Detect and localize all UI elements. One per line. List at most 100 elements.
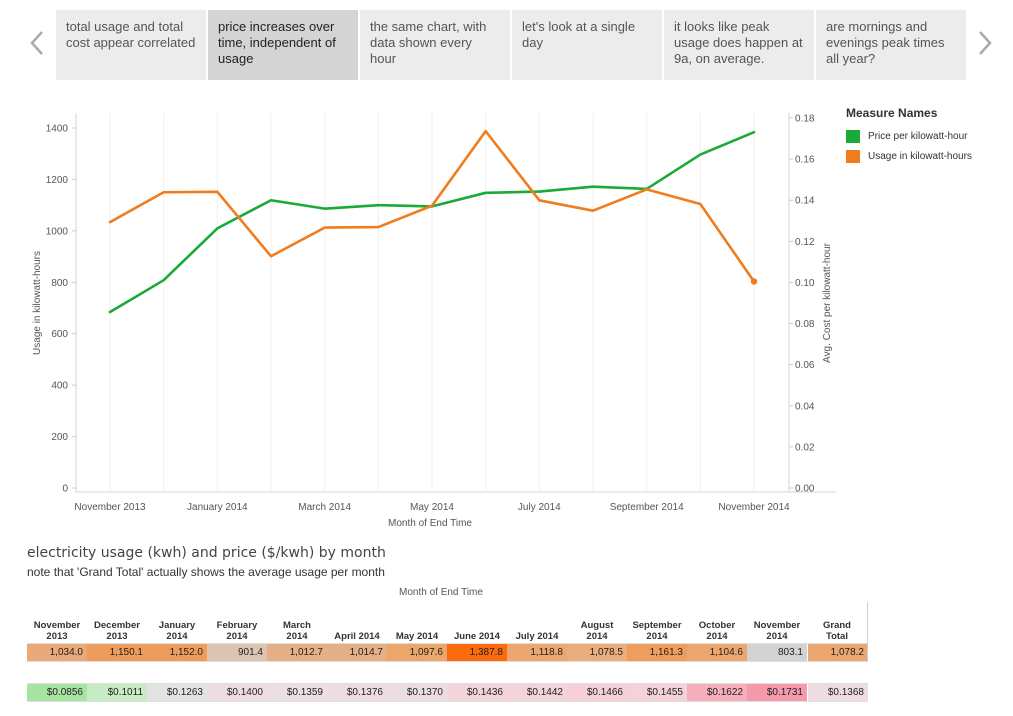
table-column-header: January 2014 <box>147 618 207 642</box>
table-column-header-text: August <box>580 620 614 631</box>
story-navigation-bar: total usage and total cost appear correl… <box>0 0 1013 84</box>
usage-cell[interactable]: 1,012.7 <box>267 644 327 661</box>
price-cell[interactable]: $0.1436 <box>447 684 507 701</box>
table-column-header-text: March <box>283 620 311 631</box>
table-column-header: September 2014 <box>627 618 687 642</box>
table-column-header-text: 2014 <box>646 631 668 642</box>
chevron-left-icon <box>30 31 43 55</box>
table-column-header-text: April 2014 <box>334 631 380 642</box>
y-right-tick-label: 0.04 <box>795 401 815 412</box>
usage-cell[interactable]: 1,014.7 <box>327 644 387 661</box>
price-cell[interactable]: $0.1731 <box>747 684 807 701</box>
table-row-border <box>27 683 868 684</box>
table-column-header: June 2014 <box>447 618 507 642</box>
y-right-tick-label: 0.06 <box>795 360 815 371</box>
usage-cell[interactable]: 1,152.0 <box>147 644 207 661</box>
table-column-header-text: January <box>158 620 196 631</box>
table-column-header-text: October <box>698 620 736 631</box>
usage-cell[interactable]: 1,078.2 <box>808 644 868 661</box>
price-cell[interactable]: $0.1376 <box>327 684 387 701</box>
legend-label-price: Price per kilowatt-hour <box>868 130 968 142</box>
next-story-button[interactable] <box>970 28 998 58</box>
y-right-tick-label: 0.18 <box>795 114 815 125</box>
y-left-tick-label: 1000 <box>46 226 69 237</box>
price-cell[interactable]: $0.1368 <box>808 684 868 701</box>
legend-swatch-price <box>846 129 860 143</box>
table-column-header: November 2013 <box>27 618 87 642</box>
table-row-border <box>27 701 868 702</box>
table-column-header-text: September <box>632 620 682 631</box>
data-point-usage <box>750 278 758 285</box>
y-axis-left-title: Usage in kilowatt-hours <box>32 251 43 355</box>
legend: Measure Names Price per kilowatt-hour Us… <box>846 106 1006 166</box>
y-left-tick-label: 0 <box>62 484 68 495</box>
legend-item-usage[interactable]: Usage in kilowatt-hours <box>846 146 1006 166</box>
x-tick-label: March 2014 <box>298 502 351 513</box>
price-cell[interactable]: $0.1011 <box>87 684 147 701</box>
x-axis-title: Month of End Time <box>388 518 472 529</box>
chart-svg: 0 200 400 600 800 1000 1200 1400 0.00 0.02 0.04 0.0… <box>32 113 836 529</box>
table-column-header-text: 2014 <box>586 631 608 642</box>
usage-cell[interactable]: 901.4 <box>207 644 267 661</box>
legend-item-price[interactable]: Price per kilowatt-hour <box>846 126 1006 146</box>
table-column-header: October 2014 <box>687 618 747 642</box>
y-left-tick-label: 800 <box>51 278 68 289</box>
price-cell[interactable]: $0.1442 <box>507 684 567 701</box>
price-cell[interactable]: $0.1359 <box>267 684 327 701</box>
y-left-tick-label: 600 <box>51 329 68 340</box>
price-cell[interactable]: $0.1400 <box>207 684 267 701</box>
y-right-tick-label: 0.02 <box>795 442 815 453</box>
usage-cell[interactable]: 803.1 <box>747 644 807 661</box>
table-column-header-text: 2014 <box>166 631 188 642</box>
story-point-4[interactable]: let's look at a single day <box>512 10 662 80</box>
y-right-tick-label: 0.00 <box>795 484 815 495</box>
usage-cell[interactable]: 1,034.0 <box>27 644 87 661</box>
usage-cell[interactable]: 1,387.8 <box>447 644 507 661</box>
y-left-tick-label: 400 <box>51 381 68 392</box>
story-point-1[interactable]: total usage and total cost appear correl… <box>56 10 206 80</box>
table-column-header: February 2014 <box>207 618 267 642</box>
story-point-2[interactable]: price increases over time, independent o… <box>208 10 358 80</box>
table-note: note that 'Grand Total' actually shows t… <box>27 565 385 579</box>
table-title: electricity usage (kwh) and price ($/kwh… <box>27 545 386 561</box>
table-column-header: March 2014 <box>267 618 327 642</box>
story-point-6[interactable]: are mornings and evenings peak times all… <box>816 10 966 80</box>
usage-cell[interactable]: 1,104.6 <box>687 644 747 661</box>
x-tick-label: January 2014 <box>187 502 248 513</box>
y-right-tick-label: 0.08 <box>795 319 815 330</box>
table-column-header-text: November <box>33 620 81 631</box>
usage-cell[interactable]: 1,078.5 <box>567 644 627 661</box>
usage-cell[interactable]: 1,118.8 <box>507 644 567 661</box>
usage-cell[interactable]: 1,097.6 <box>387 644 447 661</box>
price-cell[interactable]: $0.1263 <box>147 684 207 701</box>
price-cell[interactable]: $0.0856 <box>27 684 87 701</box>
x-tick-label: July 2014 <box>518 502 561 513</box>
table-column-header-text: 2013 <box>106 631 128 642</box>
previous-story-button[interactable] <box>24 28 52 58</box>
legend-swatch-usage <box>846 149 860 163</box>
usage-cell[interactable]: 1,150.1 <box>87 644 147 661</box>
table-column-header: April 2014 <box>327 618 387 642</box>
usage-cell[interactable]: 1,161.3 <box>627 644 687 661</box>
table-column-header: November 2014 <box>747 618 807 642</box>
price-cell[interactable]: $0.1455 <box>627 684 687 701</box>
price-cell[interactable]: $0.1466 <box>567 684 627 701</box>
legend-title: Measure Names <box>846 106 938 120</box>
x-tick-label: May 2014 <box>410 502 454 513</box>
table-column-header: December 2013 <box>87 618 147 642</box>
chevron-right-icon <box>979 31 992 55</box>
table-column-header-text: November <box>753 620 801 631</box>
table-column-header-text: February <box>216 620 258 631</box>
story-point-5[interactable]: it looks like peak usage does happen at … <box>664 10 814 80</box>
price-cell[interactable]: $0.1370 <box>387 684 447 701</box>
story-point-3[interactable]: the same chart, with data shown every ho… <box>360 10 510 80</box>
table-column-header-text: December <box>94 620 140 631</box>
price-cell[interactable]: $0.1622 <box>687 684 747 701</box>
legend-label-usage: Usage in kilowatt-hours <box>868 150 972 162</box>
y-right-tick-label: 0.14 <box>795 196 815 207</box>
x-tick-label: September 2014 <box>610 502 684 513</box>
table-column-header-text: 2014 <box>286 631 308 642</box>
table-column-header-text: Total <box>825 631 848 642</box>
line-chart: 0 200 400 600 800 1000 1200 1400 0.00 0.02 0.04 0.0… <box>0 96 1013 536</box>
y-left-tick-label: 200 <box>51 432 68 443</box>
